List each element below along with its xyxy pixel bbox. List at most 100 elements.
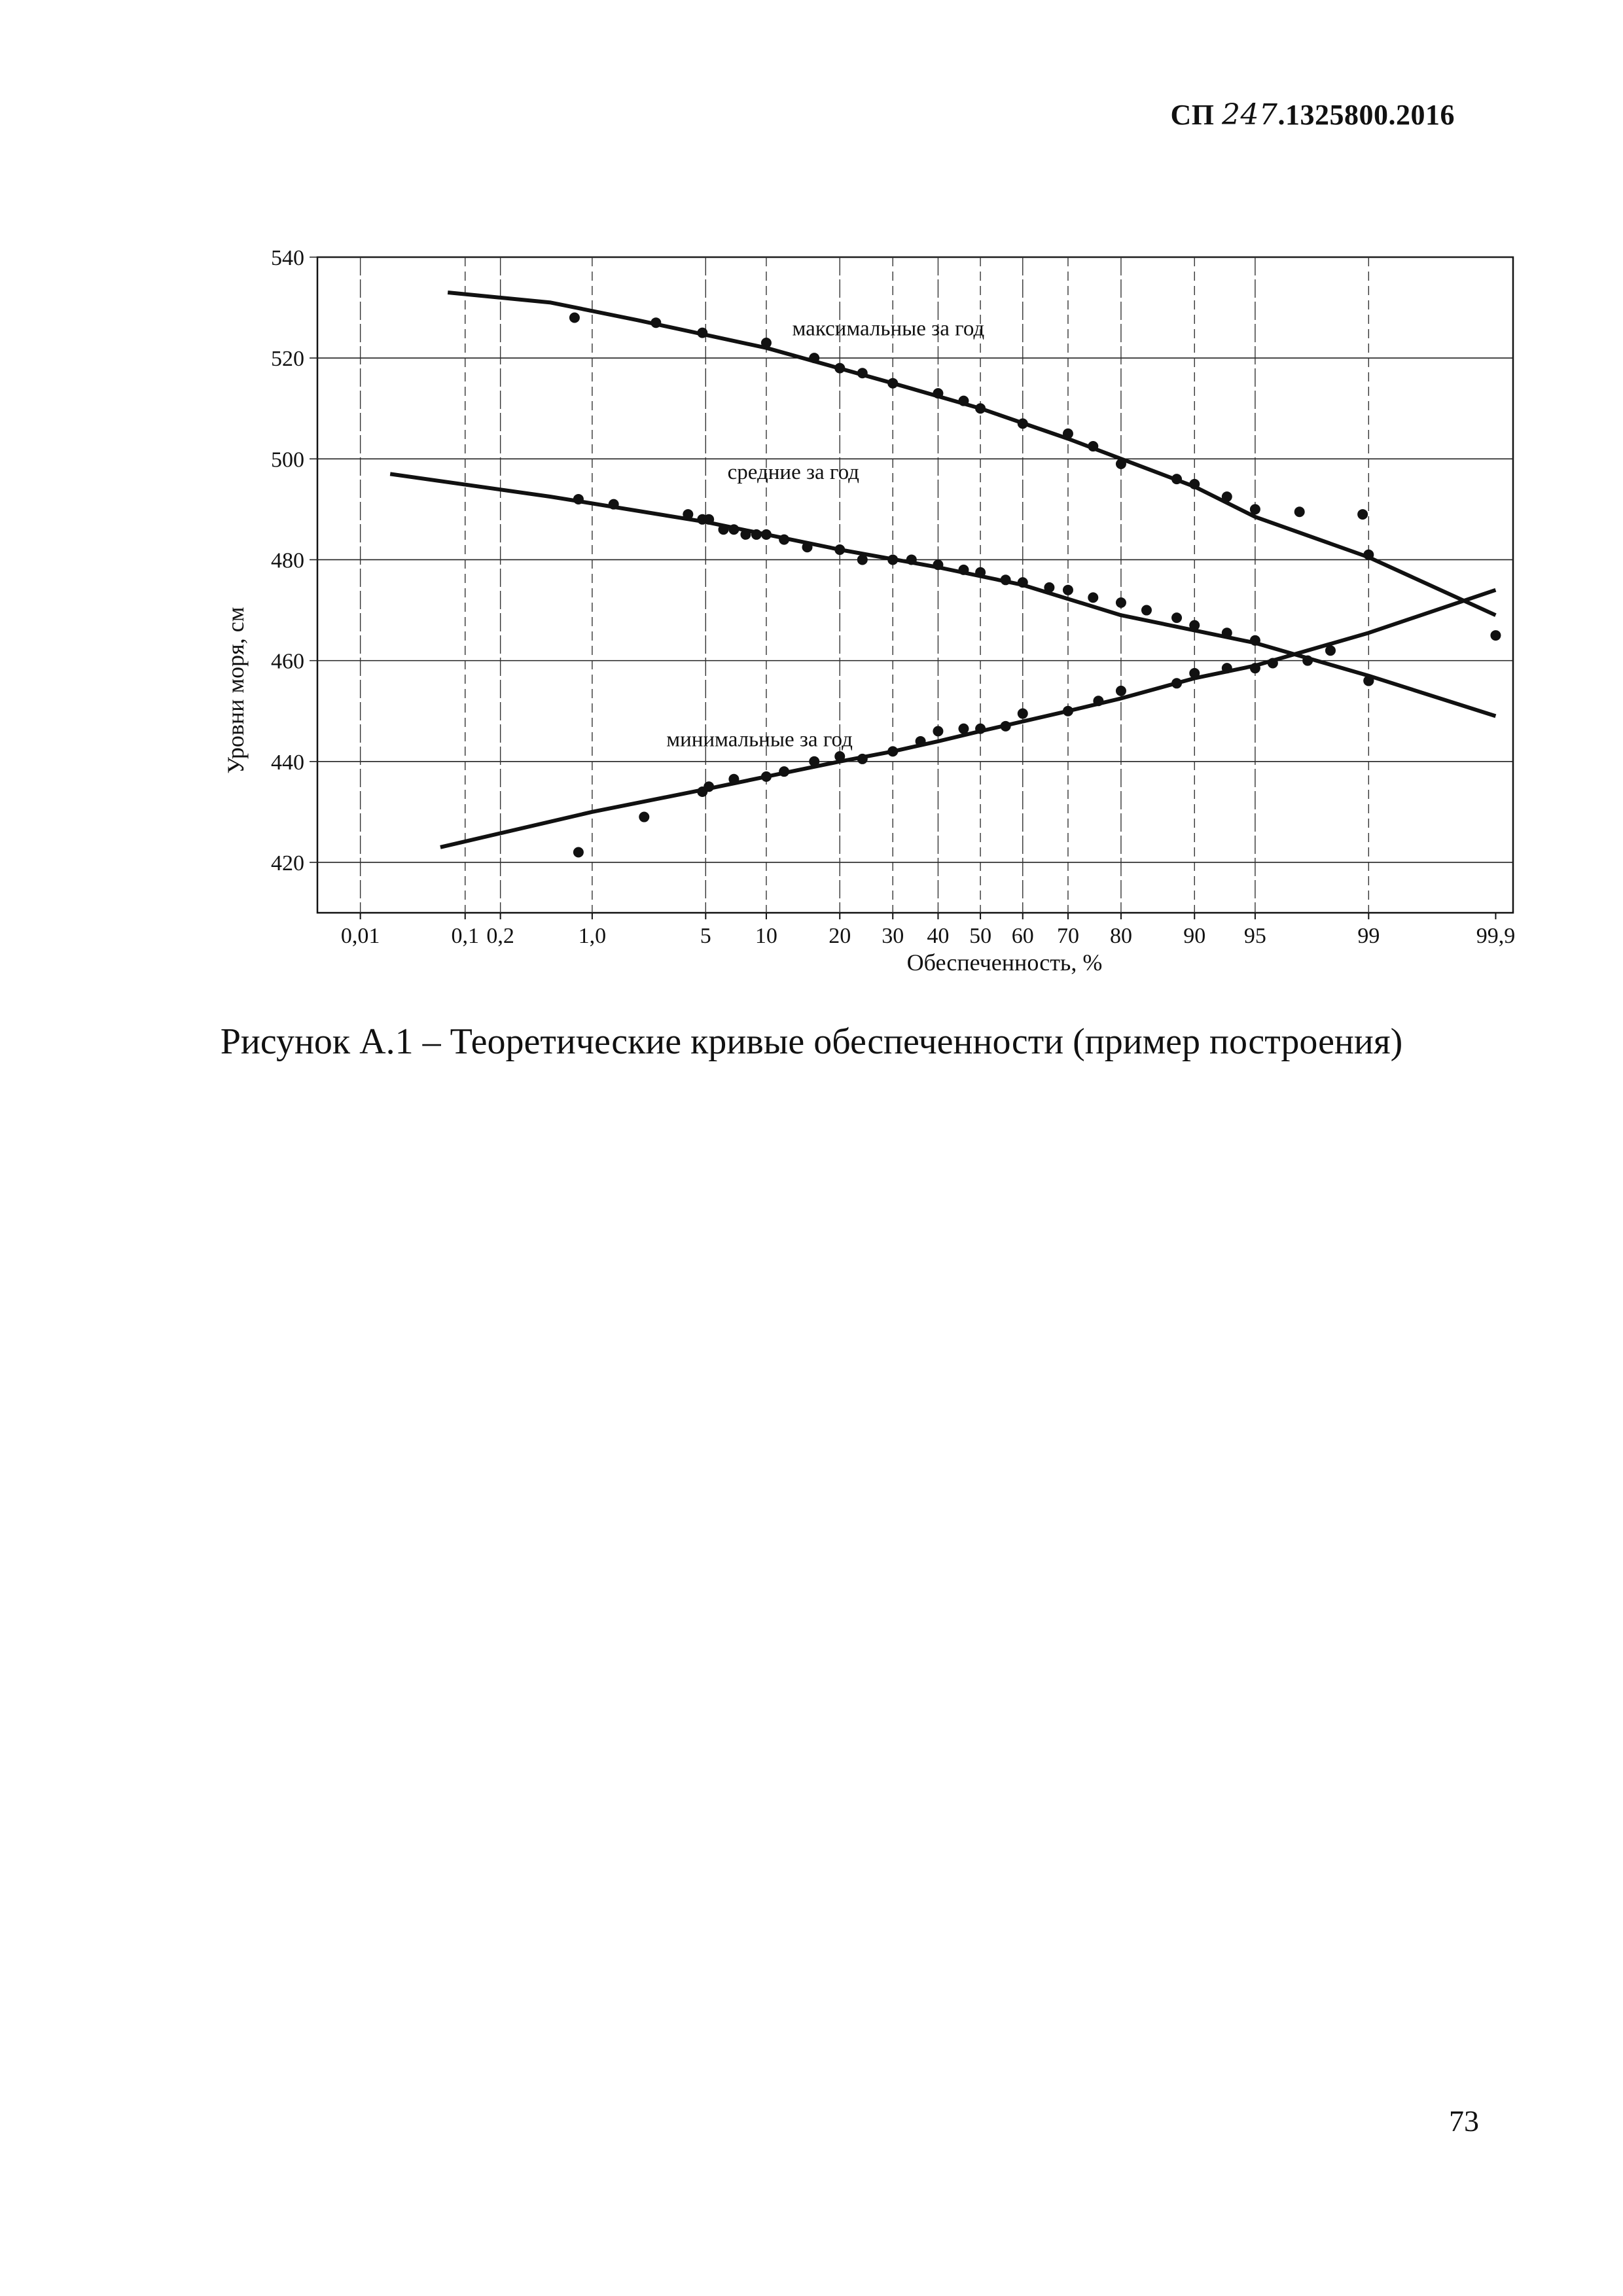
- figure-caption: Рисунок А.1 – Теоретические кривые обесп…: [220, 1021, 1403, 1062]
- data-point: [573, 493, 584, 504]
- y-axis-label: Уровни моря, см: [223, 607, 249, 774]
- data-point: [1017, 708, 1028, 719]
- data-point: [1267, 658, 1278, 669]
- data-point: [718, 524, 729, 535]
- x-tick-label: 20: [829, 924, 851, 948]
- data-point: [704, 514, 715, 525]
- curve-line: [440, 588, 1497, 849]
- data-point: [975, 567, 986, 578]
- data-point: [1062, 705, 1073, 716]
- data-point: [1294, 506, 1305, 518]
- data-point: [728, 773, 740, 785]
- data-point: [802, 542, 813, 553]
- x-tick-label: 5: [700, 924, 711, 948]
- data-point: [1363, 549, 1374, 560]
- data-point: [779, 534, 790, 545]
- data-point: [1490, 630, 1501, 641]
- x-tick-label: 10: [755, 924, 777, 948]
- data-point: [857, 554, 868, 565]
- data-point: [857, 368, 868, 379]
- x-tick-label: 70: [1057, 924, 1079, 948]
- data-point: [1357, 509, 1368, 520]
- x-tick-label: 0,1: [451, 924, 479, 948]
- data-point: [809, 353, 820, 364]
- theoretical-curves: [389, 291, 1497, 849]
- data-point: [683, 509, 694, 520]
- data-point: [834, 751, 846, 762]
- data-point: [697, 327, 708, 338]
- data-point: [639, 811, 650, 822]
- y-tick-label: 500: [271, 448, 304, 472]
- data-point: [1302, 655, 1313, 666]
- y-tick-label: 460: [271, 650, 304, 674]
- data-point: [704, 781, 715, 792]
- data-point: [975, 403, 986, 414]
- x-tick-label: 90: [1183, 924, 1205, 948]
- x-axis-label: Обеспеченность, %: [907, 949, 1103, 976]
- data-point: [1249, 663, 1260, 674]
- probability-chart: 540 520 500 480 460 440 420 0,01 0,1 0,2 1,0 5 10 20…: [223, 246, 1515, 976]
- data-point: [1325, 645, 1336, 656]
- data-point: [857, 753, 868, 764]
- data-point: [1249, 635, 1260, 646]
- y-tick-labels: 540 520 500 480 460 440 420: [271, 246, 304, 875]
- data-point: [834, 544, 846, 556]
- y-tick-label: 480: [271, 548, 304, 573]
- data-point: [728, 524, 740, 535]
- data-point: [651, 317, 662, 328]
- data-point: [1141, 605, 1152, 616]
- data-point: [887, 746, 899, 757]
- data-point: [958, 723, 969, 734]
- data-point: [1221, 491, 1232, 503]
- document-header: СП 247.1325800.2016: [1171, 98, 1455, 132]
- series-label: максимальные за год: [793, 317, 985, 340]
- data-point: [1017, 418, 1028, 429]
- series-label: средние за год: [728, 461, 860, 484]
- data-point: [933, 726, 944, 737]
- data-point: [751, 529, 762, 540]
- data-point: [1249, 504, 1260, 515]
- data-point: [933, 559, 944, 571]
- data-point: [1044, 582, 1055, 593]
- data-point: [975, 723, 986, 734]
- x-tick-label: 0,01: [341, 924, 380, 948]
- x-tick-label: 0,2: [486, 924, 514, 948]
- series-labels: максимальные за год средние за год минимал…: [666, 317, 984, 751]
- series-label: минимальные за год: [666, 728, 853, 752]
- data-point: [1189, 478, 1200, 489]
- x-tick-label: 40: [927, 924, 949, 948]
- data-point: [1088, 592, 1099, 603]
- x-tick-label: 99: [1357, 924, 1380, 948]
- data-point: [906, 554, 917, 565]
- data-point: [915, 735, 926, 747]
- data-point: [608, 499, 619, 510]
- data-point: [958, 564, 969, 575]
- curve-line: [447, 291, 1497, 617]
- data-point: [1093, 696, 1104, 707]
- x-tick-label: 80: [1110, 924, 1132, 948]
- curve-line: [389, 472, 1497, 718]
- data-point: [1363, 675, 1374, 686]
- x-tick-labels: 0,01 0,1 0,2 1,0 5 10 20 30 40 50 60 70 80 90 95 99 99,9: [341, 924, 1515, 948]
- data-point: [1088, 441, 1099, 452]
- plot-frame: [316, 256, 1514, 914]
- x-tick-label: 60: [1012, 924, 1034, 948]
- header-handwritten-number: 247: [1222, 98, 1278, 132]
- x-tick-label: 1,0: [579, 924, 607, 948]
- data-point: [1221, 663, 1232, 674]
- data-point: [740, 529, 751, 540]
- data-point: [1000, 720, 1011, 732]
- data-point: [1189, 667, 1200, 679]
- data-point: [569, 312, 580, 323]
- data-point: [1062, 428, 1073, 439]
- data-point: [1062, 584, 1073, 595]
- data-point: [1115, 685, 1126, 696]
- data-point: [887, 378, 899, 389]
- data-point: [760, 771, 772, 782]
- data-point: [573, 847, 584, 858]
- observed-points: [569, 312, 1501, 858]
- data-point: [958, 395, 969, 406]
- x-tick-label: 99,9: [1476, 924, 1516, 948]
- data-point: [760, 338, 772, 349]
- data-point: [1221, 627, 1232, 639]
